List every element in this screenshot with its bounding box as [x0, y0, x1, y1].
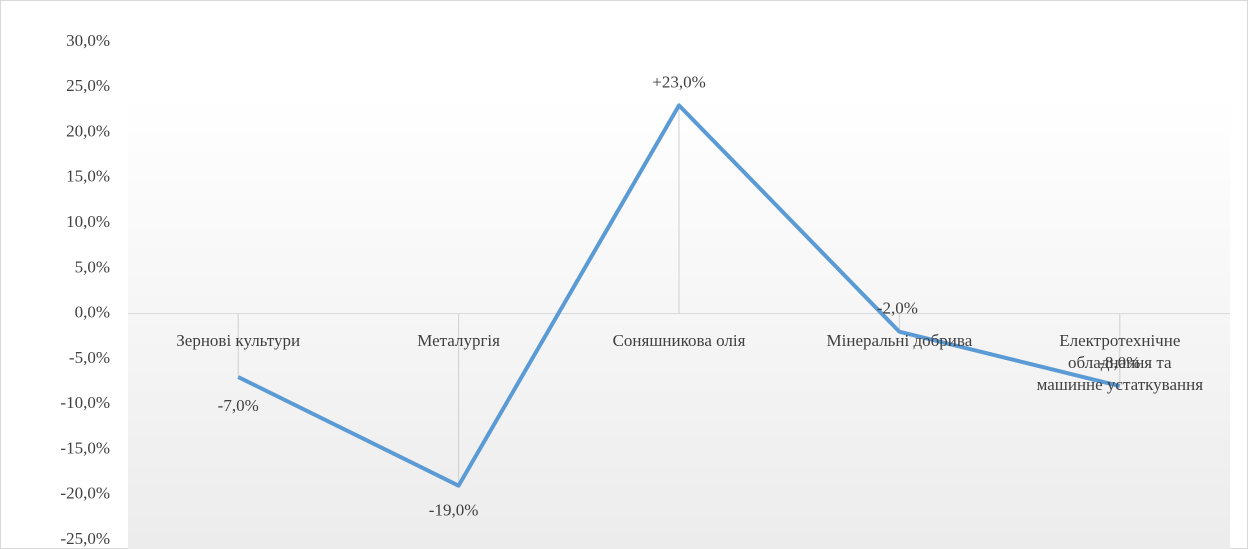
y-tick-label: -25,0%: [60, 529, 110, 548]
data-label: -8,0%: [1099, 353, 1140, 372]
data-label: +23,0%: [652, 72, 706, 91]
y-tick-label: 25,0%: [66, 76, 110, 95]
y-tick-label: -20,0%: [60, 484, 110, 503]
line: [237, 103, 1121, 488]
x-tick-label: Металургія: [417, 330, 500, 350]
data-label: -7,0%: [218, 396, 259, 415]
y-tick-label: -5,0%: [69, 348, 110, 367]
y-tick-label: 5,0%: [75, 257, 110, 276]
data-label: -2,0%: [877, 299, 918, 318]
data-label: -19,0%: [429, 501, 479, 520]
x-tick-label: Мінеральні добрива: [826, 330, 973, 350]
x-tick-label: Зернові культури: [176, 330, 301, 350]
y-tick-label: 0,0%: [75, 303, 110, 322]
y-tick-label: -15,0%: [60, 438, 110, 457]
y-tick-label: 10,0%: [66, 212, 110, 231]
y-tick-label: -10,0%: [60, 393, 110, 412]
y-tick-label: 20,0%: [66, 121, 110, 140]
y-tick-label: 15,0%: [66, 167, 110, 186]
x-tick-label: Електротехнічне обладнання та машинне ус…: [1036, 330, 1204, 394]
y-tick-label: 30,0%: [66, 31, 110, 50]
x-tick-label: Соняшникова олія: [612, 330, 746, 350]
